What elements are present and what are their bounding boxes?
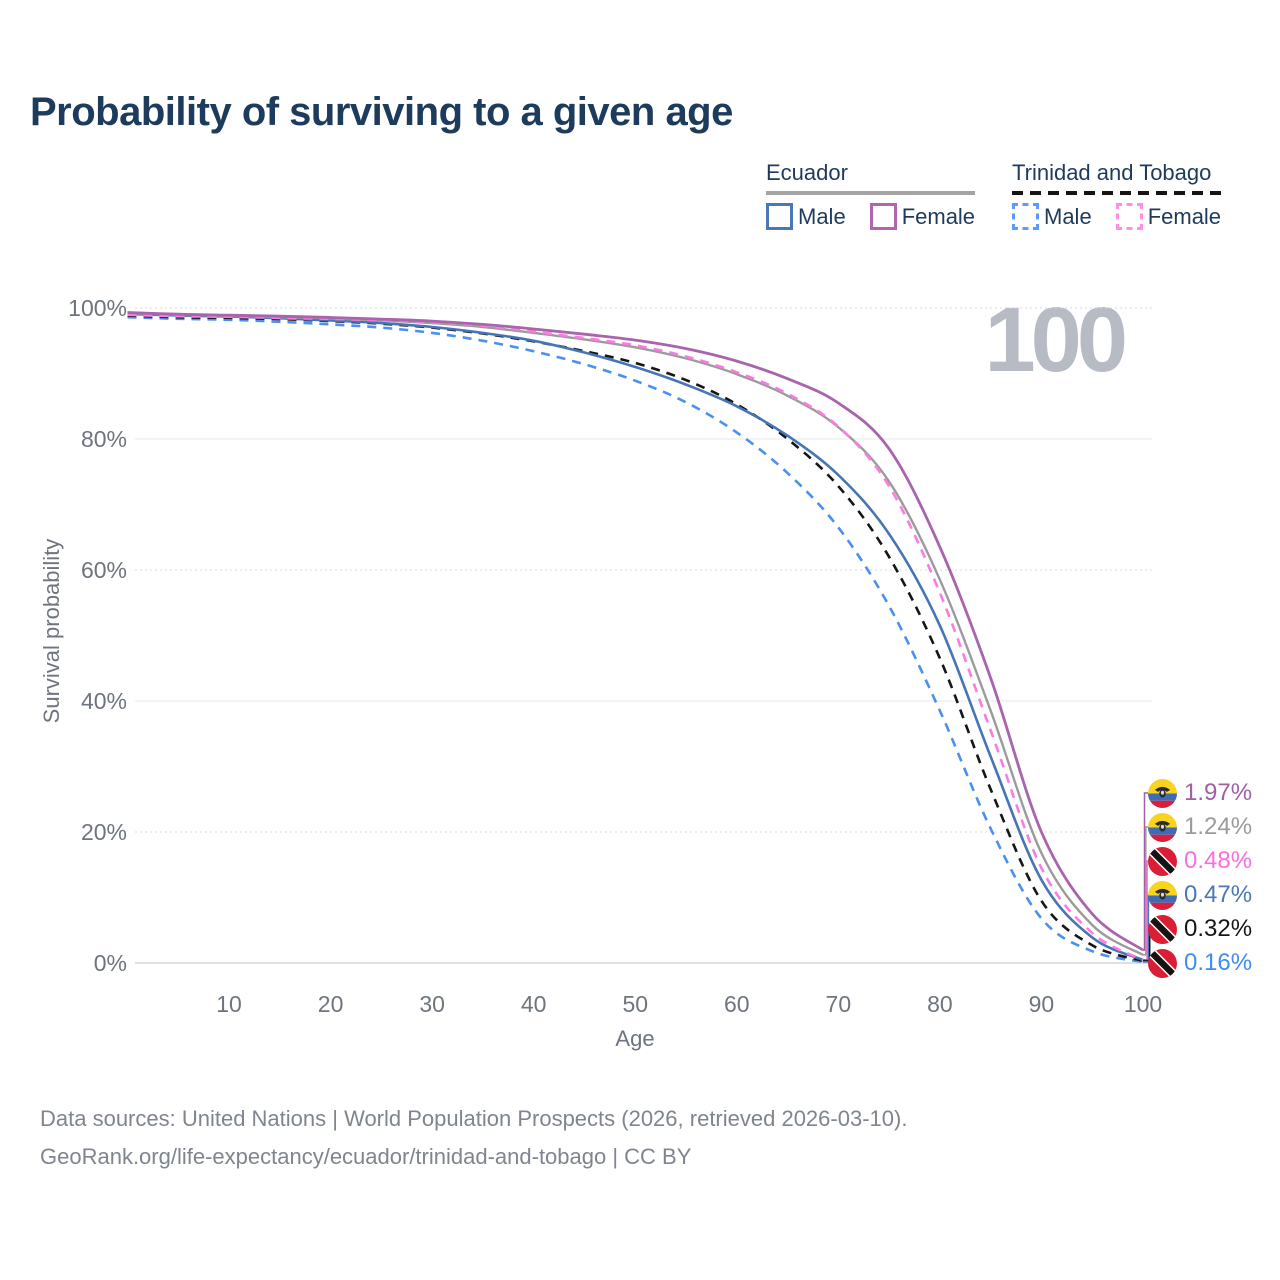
legend-title-trinidad[interactable]: Trinidad and Tobago [1012, 160, 1212, 185]
end-label-value-ec_total: 1.24% [1184, 813, 1253, 840]
legend-underline-trinidad-dashed [1012, 191, 1222, 195]
end-label-value-ec_male: 0.47% [1184, 881, 1253, 908]
y-tick-label-80: 80% [81, 426, 127, 452]
legend-item-trinidad-male[interactable]: Male [1012, 203, 1092, 230]
series-tt_male-line [127, 315, 1144, 964]
license-label: | CC BY [606, 1144, 692, 1169]
legend-underline-ecuador-solid [766, 191, 976, 195]
end-label-tt_male: 0.16% [1148, 948, 1252, 978]
x-tick-label-20: 20 [318, 991, 344, 1017]
end-label-value-ec_female: 1.97% [1184, 779, 1253, 806]
end-label-ec_male: 0.47% [1148, 880, 1252, 910]
y-tick-label-0: 0% [94, 950, 127, 976]
x-tick-label-50: 50 [622, 991, 648, 1017]
end-label-tt_total: 0.32% [1148, 914, 1252, 944]
source-url-line: GeoRank.org/life-expectancy/ecuador/trin… [40, 1144, 691, 1170]
series-tt_total-line [127, 314, 1144, 963]
legend-label-ecuador-female: Female [901, 203, 976, 229]
x-tick-label-40: 40 [521, 991, 547, 1017]
y-tick-label-60: 60% [81, 557, 127, 583]
end-label-value-tt_total: 0.32% [1184, 915, 1253, 942]
legend-group-ecuador: Ecuador Male Female [766, 160, 976, 230]
x-tick-label-10: 10 [216, 991, 242, 1017]
ecuador-flag-icon [1148, 812, 1177, 842]
ecuador-flag-icon [1148, 778, 1177, 808]
source-url-link[interactable]: GeoRank.org/life-expectancy/ecuador/trin… [40, 1144, 607, 1169]
trinidad-flag-icon [1148, 846, 1177, 876]
end-label-connector-ec_total [1143, 826, 1149, 956]
x-tick-label-60: 60 [724, 991, 750, 1017]
end-label-ec_female: 1.97% [1148, 778, 1252, 808]
legend-label-trinidad-male: Male [1044, 203, 1092, 229]
trinidad-female-swatch-icon [1115, 203, 1143, 230]
data-sources-note: Data sources: United Nations | World Pop… [40, 1106, 908, 1131]
chart-title: Probability of surviving to a given age [30, 90, 733, 134]
legend-item-ecuador-male[interactable]: Male [766, 203, 846, 230]
x-tick-label-80: 80 [927, 991, 953, 1017]
series-ec_male-line [127, 312, 1144, 962]
x-tick-label-30: 30 [419, 991, 445, 1017]
end-label-tt_female: 0.48% [1148, 846, 1252, 876]
legend-label-ecuador-male: Male [798, 203, 846, 229]
trinidad-male-swatch-icon [1012, 203, 1039, 230]
age-watermark: 100 [984, 289, 1128, 391]
end-label-value-tt_female: 0.48% [1184, 847, 1253, 874]
y-tick-label-100: 100% [68, 295, 127, 321]
ecuador-male-swatch-icon [766, 203, 793, 230]
legend-label-trinidad-female: Female [1147, 203, 1222, 229]
x-tick-label-100: 100 [1124, 991, 1162, 1017]
y-tick-label-40: 40% [81, 688, 127, 714]
series-ec_female-line [127, 311, 1144, 952]
end-label-value-tt_male: 0.16% [1184, 949, 1253, 976]
trinidad-flag-icon [1148, 914, 1177, 944]
x-tick-label-70: 70 [826, 991, 852, 1017]
end-label-ec_total: 1.24% [1148, 812, 1252, 842]
legend-item-ecuador-female[interactable]: Female [869, 203, 976, 230]
series-ec_total-line [127, 312, 1144, 956]
y-tick-label-20: 20% [81, 819, 127, 845]
x-tick-label-90: 90 [1029, 991, 1055, 1017]
series-tt_female-line [127, 313, 1144, 962]
trinidad-flag-icon [1148, 948, 1177, 978]
legend-item-trinidad-female[interactable]: Female [1115, 203, 1222, 230]
legend-title-ecuador[interactable]: Ecuador [766, 160, 848, 185]
ecuador-flag-icon [1148, 880, 1177, 910]
end-label-connector-ec_female [1143, 792, 1149, 951]
ecuador-female-swatch-icon [869, 203, 897, 230]
legend-group-trinidad: Trinidad and Tobago Male Female [1012, 160, 1222, 230]
x-axis-title: Age [615, 1026, 655, 1051]
